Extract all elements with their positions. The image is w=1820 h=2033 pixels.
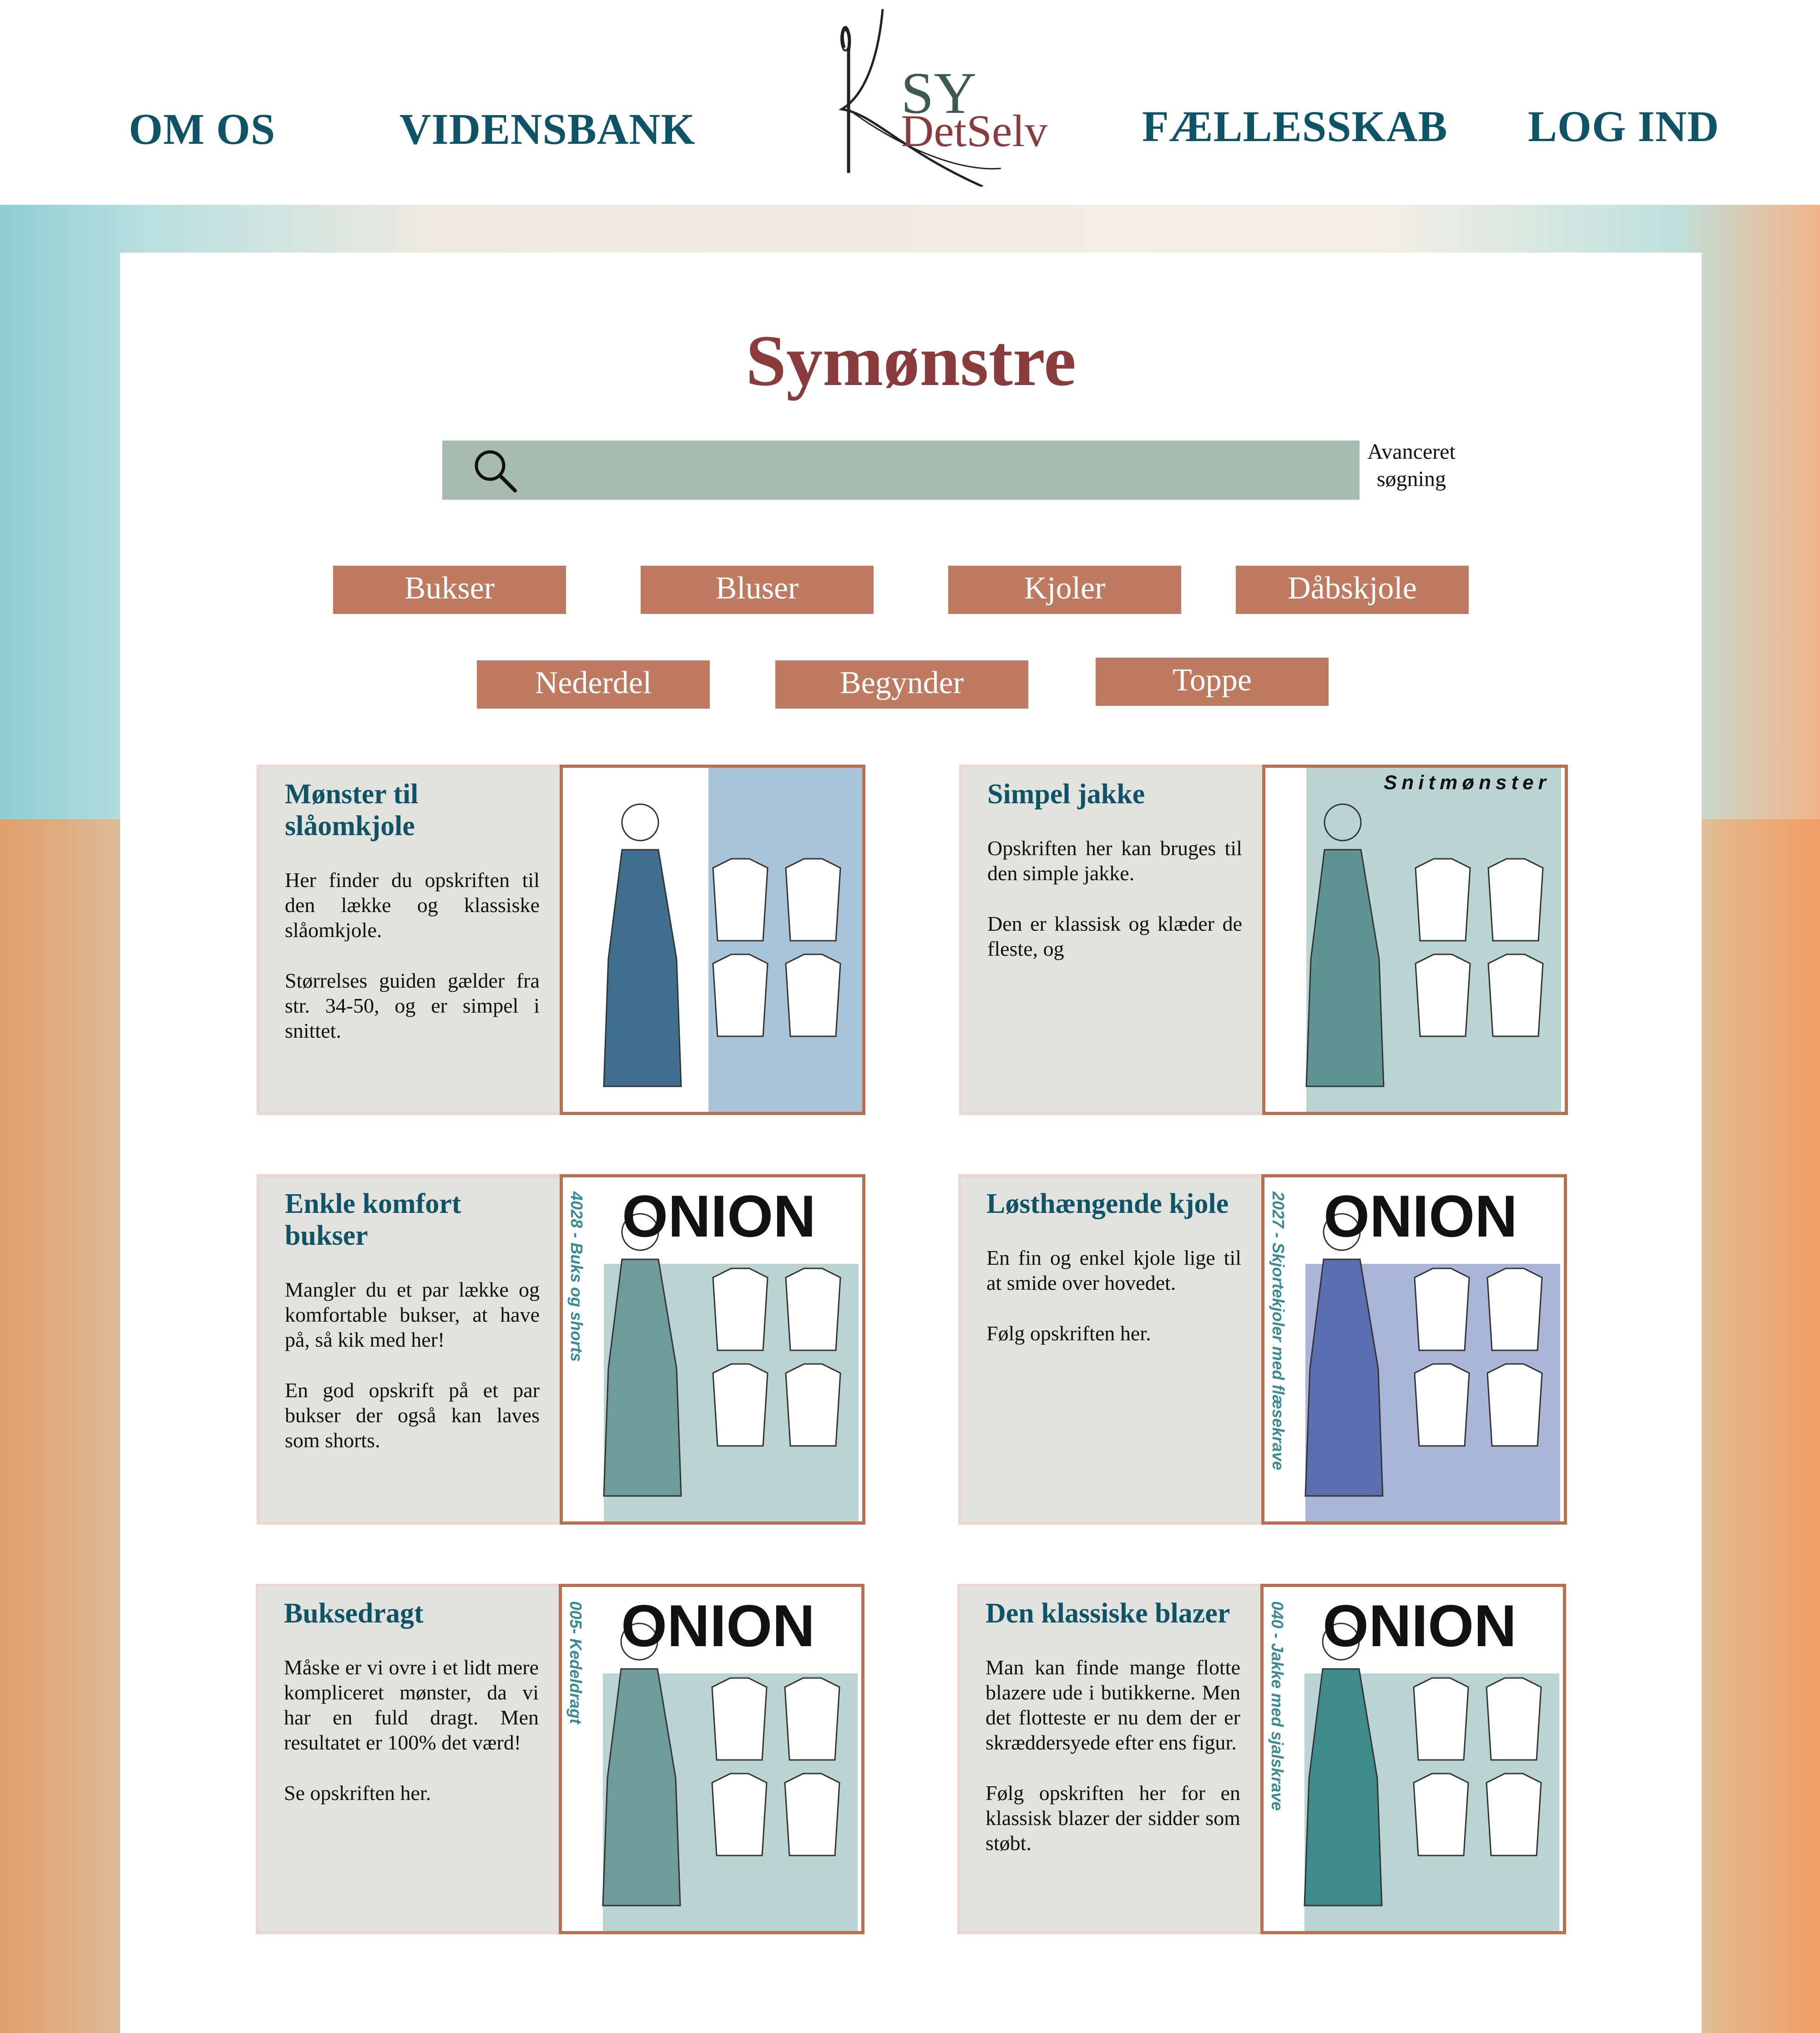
nav-log-ind[interactable]: LOG IND <box>1528 102 1719 151</box>
card-paragraph: Følg opskriften her for en klassisk blaz… <box>986 1781 1240 1855</box>
pattern-brand: ONION <box>621 1592 815 1659</box>
category-nederdel[interactable]: Nederdel <box>477 660 710 709</box>
pattern-card[interactable]: Mønster til slåomkjole Her finder du opsk… <box>257 765 865 1115</box>
pattern-image[interactable]: ONION 005- Kedeldragt <box>559 1584 864 1934</box>
nav-vidensbank[interactable]: VIDENSBANK <box>399 105 696 153</box>
card-paragraph: Opskriften her kan bruges til den simple… <box>987 837 1242 885</box>
page-title: Symønstre <box>746 320 1076 401</box>
pattern-image[interactable]: ONION 040 - Jakke med sjalskrave <box>1260 1584 1566 1934</box>
card-title[interactable]: Simpel jakke <box>987 779 1145 810</box>
card-paragraph: Se opskriften her. <box>284 1781 431 1805</box>
pattern-card[interactable]: Enkle komfort bukser Mangler du et par læ… <box>257 1174 865 1525</box>
card-text: Løsthængende kjole En fin og enkel kjole … <box>986 1188 1241 1371</box>
search-icon[interactable] <box>470 445 520 495</box>
card-paragraph: Her finder du opskriften til den lække o… <box>285 868 540 942</box>
card-title[interactable]: Mønster til slåomkjole <box>285 779 419 842</box>
pattern-code: 040 - Jakke med sjalskrave <box>1268 1601 1287 1811</box>
card-paragraph: En god opskrift på et par bukser der ogs… <box>285 1379 540 1452</box>
advanced-search-link[interactable]: Avanceret søgning <box>1367 440 1456 491</box>
pattern-image[interactable]: ONION 4028 - Buks og shorts <box>560 1174 865 1525</box>
pattern-card[interactable]: Løsthængende kjole En fin og enkel kjole … <box>958 1174 1567 1525</box>
card-text: Enkle komfort bukser Mangler du et par læ… <box>285 1188 540 1478</box>
category-toppe[interactable]: Toppe <box>1096 658 1329 706</box>
card-title[interactable]: Buksedragt <box>284 1598 424 1629</box>
search-bar <box>442 440 1360 500</box>
card-paragraph: Følg opskriften her. <box>986 1322 1151 1345</box>
card-text: Den klassiske blazer Man kan finde mange … <box>986 1597 1240 1881</box>
logo-sy: SY <box>901 61 977 126</box>
pattern-image[interactable] <box>560 765 865 1115</box>
pattern-card[interactable]: Buksedragt Måske er vi ovre i et lidt mer… <box>256 1584 864 1934</box>
pattern-code: 005- Kedeldragt <box>566 1601 585 1724</box>
pattern-illustration <box>563 1177 862 1521</box>
card-text: Buksedragt Måske er vi ovre i et lidt mer… <box>284 1597 539 1831</box>
pattern-brand: ONION <box>622 1183 816 1249</box>
pattern-card[interactable]: Den klassiske blazer Man kan finde mange … <box>957 1584 1566 1934</box>
pattern-card[interactable]: Simpel jakke Opskriften her kan bruges ti… <box>959 765 1568 1115</box>
card-paragraph: Størrelses guiden gælder fra str. 34-50,… <box>285 969 540 1042</box>
card-title[interactable]: Den klassiske blazer <box>986 1598 1230 1629</box>
content-panel: Symønstre Avanceret søgning Bukser Bluse… <box>120 253 1702 2033</box>
pattern-image[interactable]: ONION 2027 - Skjortekjoler med flæsekrave <box>1261 1174 1567 1525</box>
pattern-brand: ONION <box>1324 1183 1518 1249</box>
card-text: Simpel jakke Opskriften her kan bruges ti… <box>987 778 1242 987</box>
pattern-code: 4028 - Buks og shorts <box>567 1191 586 1362</box>
category-daabskjole[interactable]: Dåbskjole <box>1236 566 1469 614</box>
pattern-illustration <box>563 768 862 1112</box>
pattern-illustration <box>562 1587 861 1931</box>
nav-faellesskab[interactable]: FÆLLESSKAB <box>1142 102 1448 151</box>
card-text: Mønster til slåomkjole Her finder du opsk… <box>285 778 540 1069</box>
card-paragraph: Man kan finde mange flotte blazere ude i… <box>986 1656 1240 1754</box>
category-bukser[interactable]: Bukser <box>333 566 566 614</box>
pattern-brand: ONION <box>1323 1592 1517 1659</box>
pattern-brand: Snitmønster <box>1384 771 1551 794</box>
card-paragraph: En fin og enkel kjole lige til at smide … <box>986 1246 1241 1294</box>
card-title[interactable]: Løsthængende kjole <box>986 1188 1229 1219</box>
pattern-illustration <box>1264 1587 1563 1931</box>
pattern-code: 2027 - Skjortekjoler med flæsekrave <box>1269 1191 1288 1470</box>
logo-detselv: DetSelv <box>901 106 1048 156</box>
needle-thread-icon <box>838 9 1001 188</box>
category-kjoler[interactable]: Kjoler <box>948 566 1181 614</box>
search-input[interactable] <box>520 440 1360 500</box>
site-logo[interactable]: SY DetSelv <box>810 5 1048 188</box>
category-bluser[interactable]: Bluser <box>641 566 874 614</box>
nav-om-os[interactable]: OM OS <box>129 105 276 153</box>
card-title[interactable]: Enkle komfort bukser <box>285 1188 461 1251</box>
top-navigation: OM OS VIDENSBANK SY DetSelv FÆLLESSKAB L… <box>0 0 1820 205</box>
pattern-image[interactable]: Snitmønster <box>1262 765 1568 1115</box>
card-paragraph: Den er klassisk og klæder de fleste, og <box>987 912 1242 960</box>
category-begynder[interactable]: Begynder <box>775 660 1028 709</box>
pattern-illustration <box>1264 1177 1564 1521</box>
card-paragraph: Måske er vi ovre i et lidt mere komplice… <box>284 1656 539 1754</box>
pattern-illustration <box>1265 768 1565 1112</box>
card-paragraph: Mangler du et par lække og komfortable b… <box>285 1278 540 1351</box>
